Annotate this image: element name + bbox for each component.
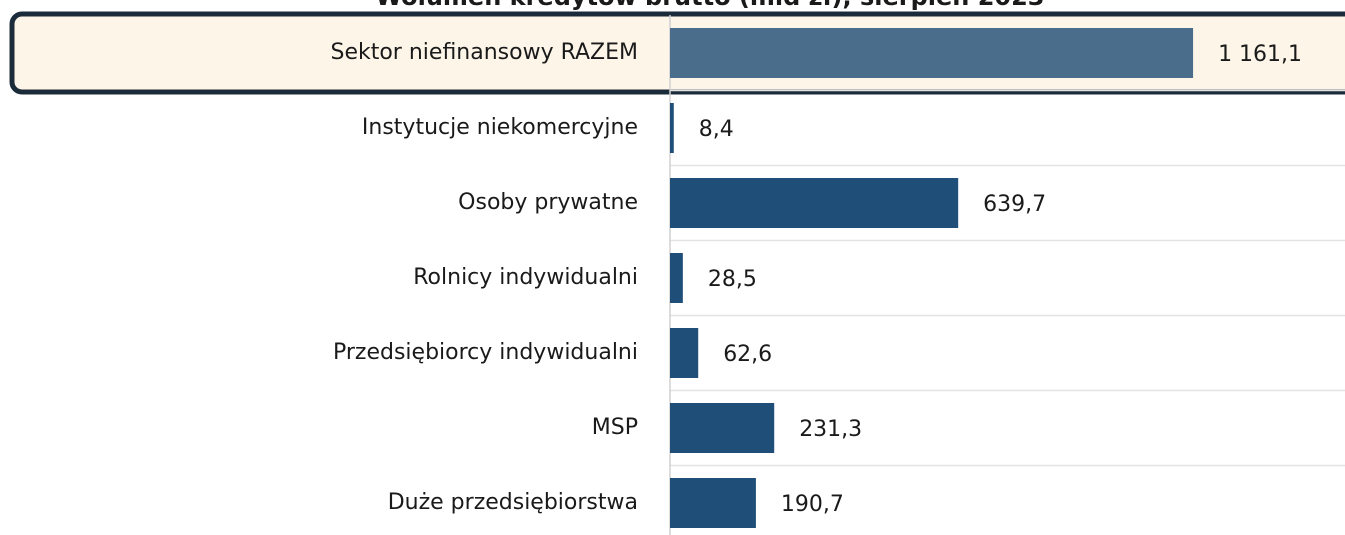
bar — [670, 28, 1194, 78]
bar — [670, 253, 683, 303]
value-label: 1 161,1 — [1218, 42, 1302, 67]
category-label: Rolnicy indywidualni — [413, 265, 638, 290]
bar — [670, 403, 775, 453]
bar — [670, 103, 674, 153]
category-label: Instytucje niekomercyjne — [362, 115, 638, 140]
category-label: Duże przedsiębiorstwa — [388, 490, 638, 515]
value-label: 62,6 — [723, 342, 772, 367]
value-label: 231,3 — [799, 417, 862, 442]
bar — [670, 478, 756, 528]
value-label: 639,7 — [983, 192, 1046, 217]
chart-title: Wolumen kredytów brutto (mld zł), sierpi… — [375, 0, 1044, 11]
value-label: 28,5 — [708, 267, 757, 292]
value-label: 190,7 — [781, 492, 844, 517]
bar — [670, 178, 959, 228]
value-label: 8,4 — [699, 117, 734, 142]
category-label: MSP — [592, 415, 638, 440]
category-label: Przedsiębiorcy indywidualni — [333, 340, 638, 365]
bar — [670, 328, 699, 378]
category-label: Sektor niefinansowy RAZEM — [330, 40, 638, 65]
category-label: Osoby prywatne — [458, 190, 638, 215]
